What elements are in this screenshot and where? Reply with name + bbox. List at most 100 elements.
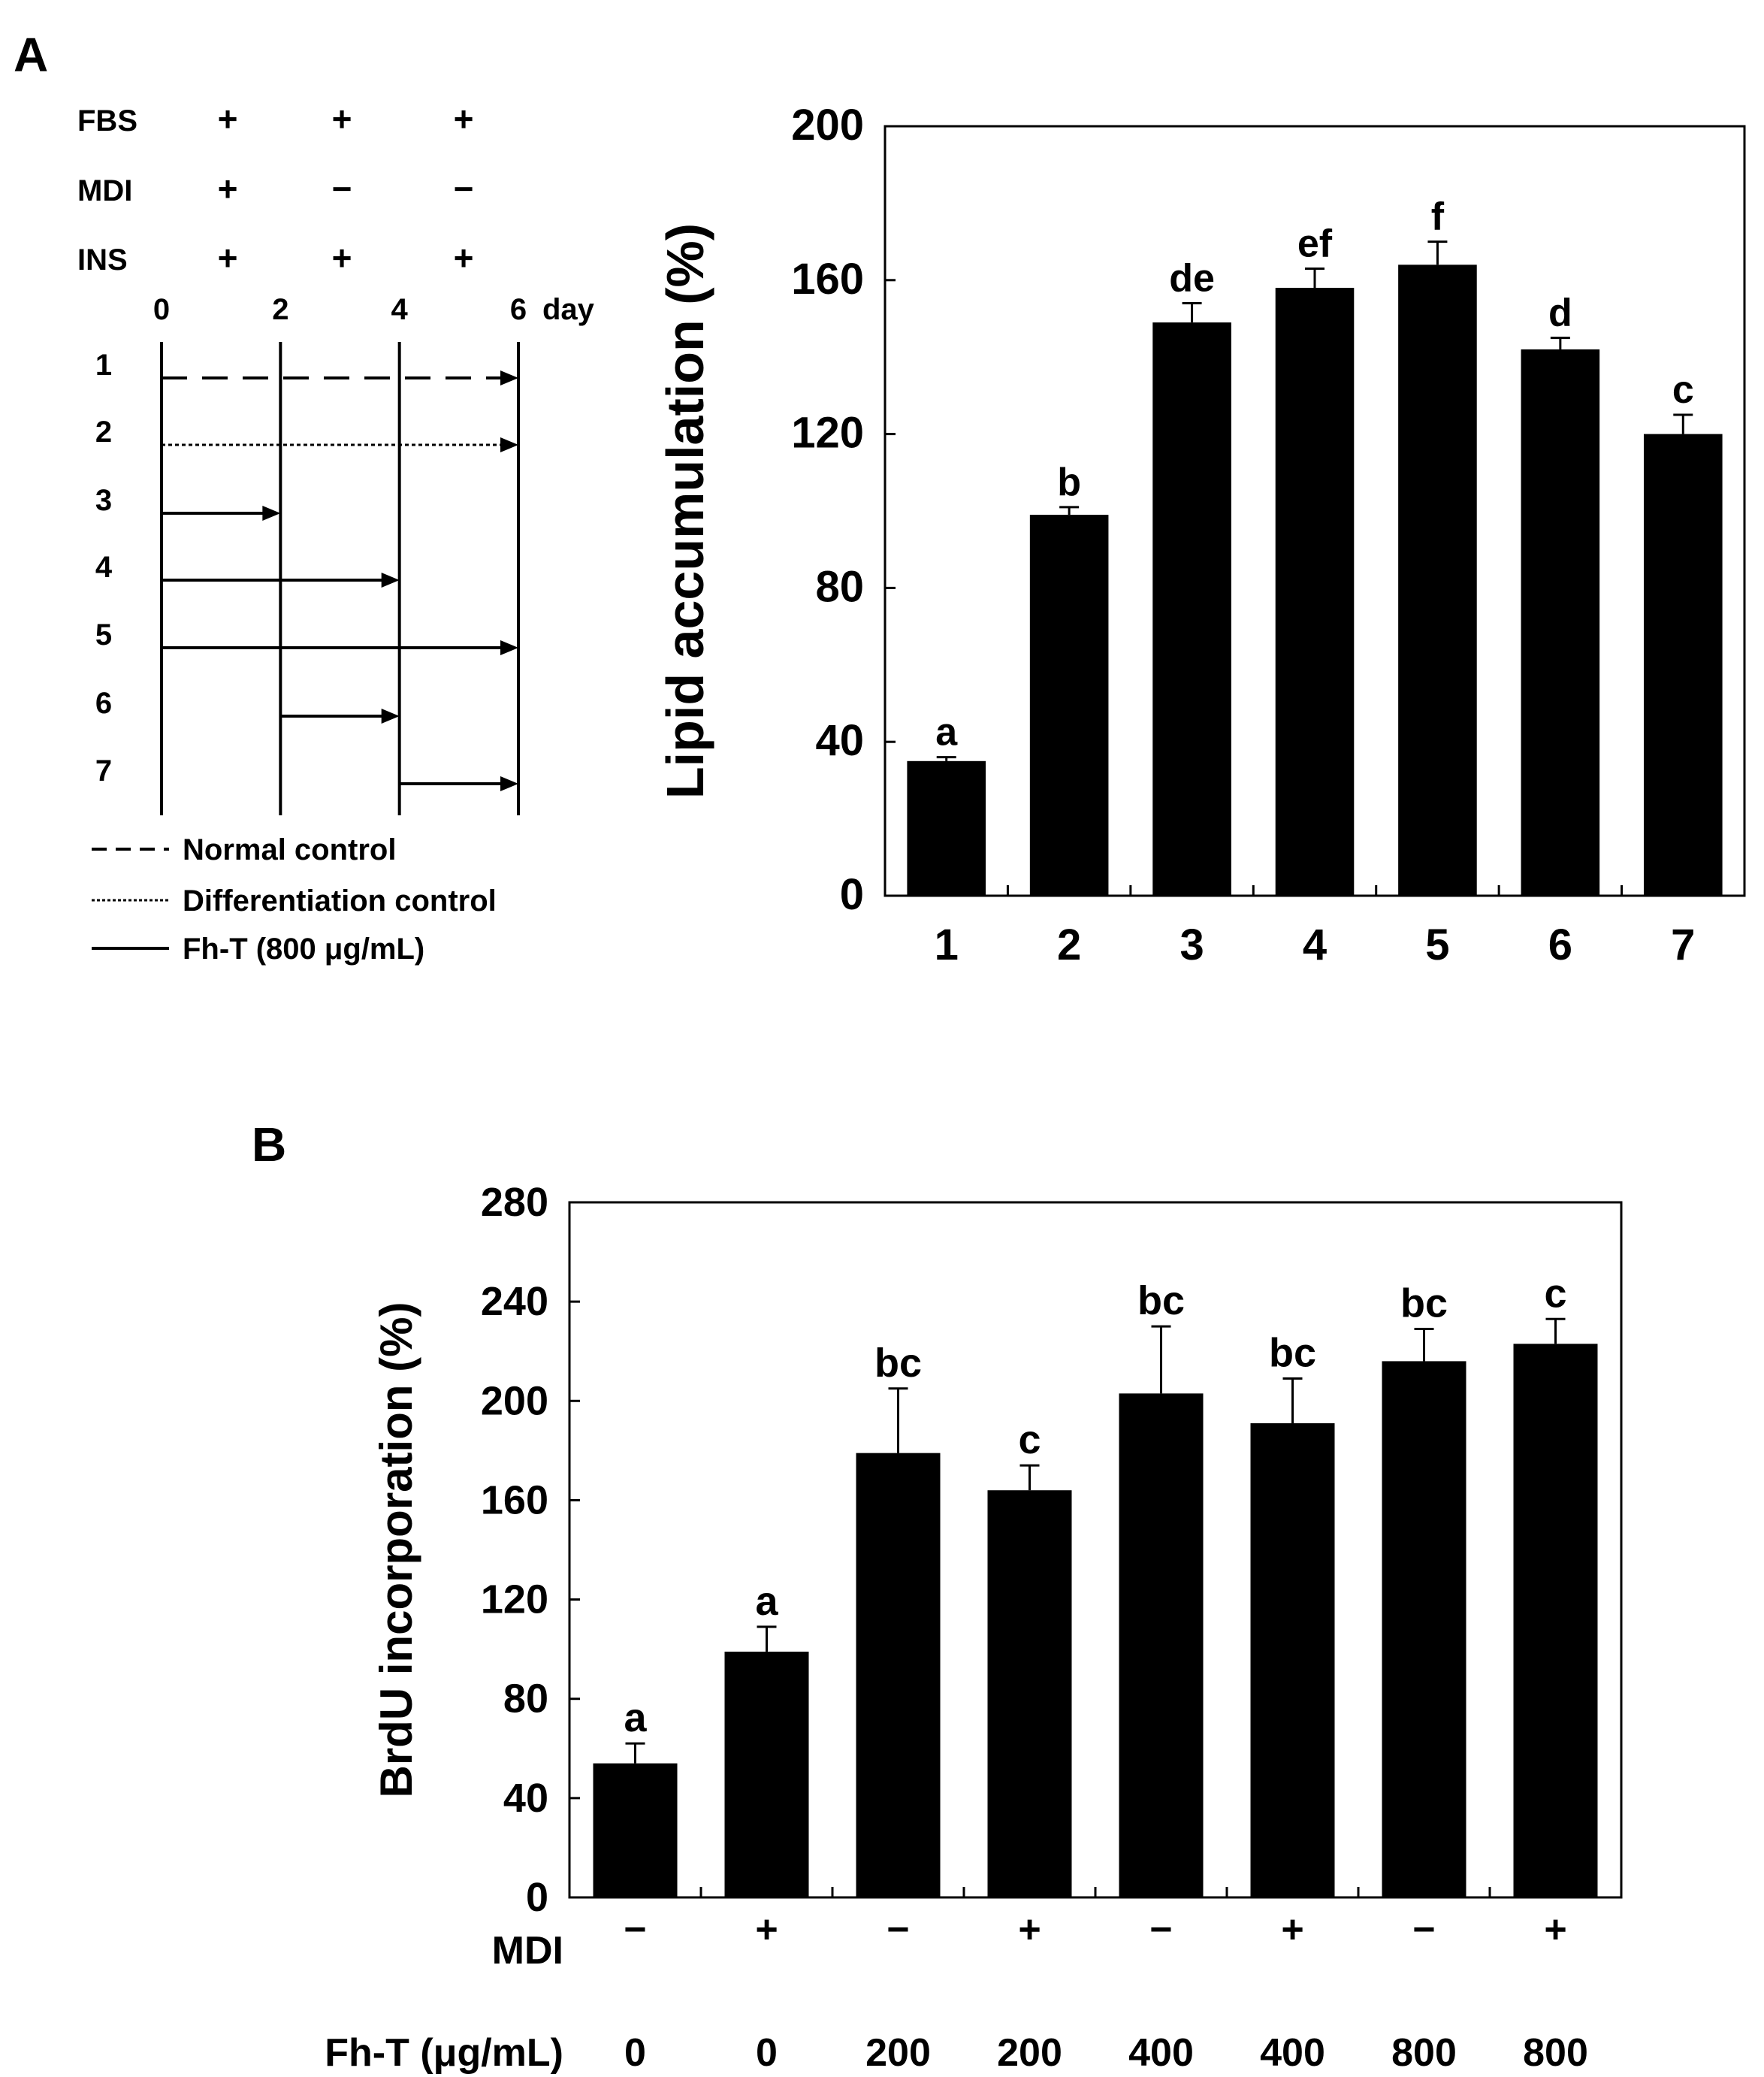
treatment-row-label: 7 xyxy=(95,754,112,788)
x-row-value: − xyxy=(624,1908,646,1952)
significance-label: ef xyxy=(1297,222,1333,265)
bar xyxy=(724,1651,809,1897)
treatment-arrowhead xyxy=(381,709,400,724)
bar xyxy=(1152,322,1231,896)
condition-sign: + xyxy=(218,238,238,277)
x-row-value: − xyxy=(887,1908,909,1952)
treatment-row-label: 3 xyxy=(95,484,112,517)
significance-label: c xyxy=(1018,1417,1041,1462)
condition-sign: + xyxy=(454,99,474,138)
condition-sign: + xyxy=(332,238,352,277)
significance-label: bc xyxy=(1400,1280,1448,1326)
treatment-row-label: 2 xyxy=(95,416,112,449)
x-row-value: + xyxy=(755,1908,778,1952)
condition-sign: + xyxy=(218,99,238,138)
y-tick-label: 160 xyxy=(481,1477,548,1522)
condition-sign: − xyxy=(332,169,352,208)
significance-label: bc xyxy=(1269,1331,1316,1376)
bar xyxy=(1521,349,1600,896)
x-tick-label: 7 xyxy=(1671,921,1695,969)
x-row-value: 0 xyxy=(624,2031,646,2075)
x-row-label: MDI xyxy=(492,1929,563,1973)
bar xyxy=(1513,1344,1598,1897)
day-tick-label: 6 xyxy=(510,293,527,326)
condition-label-ins: INS xyxy=(77,243,128,277)
treatment-row-label: 6 xyxy=(95,687,112,720)
significance-label: bc xyxy=(874,1341,922,1386)
significance-label: f xyxy=(1431,195,1445,239)
condition-sign: + xyxy=(454,238,474,277)
significance-label: b xyxy=(1057,461,1081,504)
x-row-value: − xyxy=(1412,1908,1435,1952)
bar xyxy=(1382,1361,1466,1897)
timeline-legend: Normal control Differentiation control Fh-… xyxy=(92,833,497,966)
x-tick-label: 3 xyxy=(1180,921,1204,969)
x-row-value: 0 xyxy=(756,2031,778,2075)
condition-label-mdi: MDI xyxy=(77,174,132,207)
legend-label: Normal control xyxy=(183,833,396,866)
treatment-arrowhead xyxy=(500,776,518,791)
treatment-row-label: 5 xyxy=(95,618,112,652)
x-row-value: 400 xyxy=(1128,2031,1194,2075)
y-axis-label: BrdU incorporation (%) xyxy=(371,1302,421,1798)
x-row-value: + xyxy=(1544,1908,1566,1952)
y-tick-label: 0 xyxy=(526,1875,548,1920)
y-tick-label: 40 xyxy=(503,1776,548,1821)
legend-label: Fh-T (800 μg/mL) xyxy=(183,933,424,966)
bar xyxy=(856,1453,941,1897)
timeline-rows: 1 2 3 4 5 6 7 xyxy=(95,349,518,791)
bar xyxy=(1119,1393,1204,1897)
significance-label: c xyxy=(1544,1271,1566,1316)
day-tick-label: 2 xyxy=(272,293,288,326)
treatment-arrowhead xyxy=(500,370,518,385)
y-tick-label: 80 xyxy=(503,1676,548,1722)
significance-label: c xyxy=(1672,368,1694,412)
significance-label: bc xyxy=(1137,1278,1185,1323)
treatment-arrowhead xyxy=(500,640,518,655)
y-tick-label: 0 xyxy=(840,870,864,919)
significance-label: a xyxy=(935,711,958,754)
condition-label-fbs: FBS xyxy=(77,104,137,138)
panel-a-letter: A xyxy=(14,28,48,82)
legend-label: Differentiation control xyxy=(183,884,497,918)
x-row-value: + xyxy=(1018,1908,1041,1952)
condition-table: FBS + + + MDI + − − INS + + + xyxy=(77,99,473,277)
panel-b-letter: B xyxy=(252,1117,286,1172)
treatment-arrowhead xyxy=(500,437,518,452)
x-tick-label: 4 xyxy=(1303,921,1327,969)
bar xyxy=(1275,288,1355,896)
treatment-arrowhead xyxy=(262,506,281,521)
y-tick-label: 200 xyxy=(481,1378,548,1423)
x-row-label: Fh-T (μg/mL) xyxy=(325,2031,563,2075)
bar xyxy=(1029,515,1109,896)
x-row-value: 800 xyxy=(1391,2031,1457,2075)
condition-sign: + xyxy=(332,99,352,138)
x-tick-label: 5 xyxy=(1425,921,1449,969)
x-row-value: 800 xyxy=(1523,2031,1588,2075)
bar xyxy=(1398,265,1477,896)
significance-label: a xyxy=(624,1695,647,1740)
y-tick-label: 240 xyxy=(481,1279,548,1324)
day-tick-label: 0 xyxy=(153,293,170,326)
x-row-value: 400 xyxy=(1260,2031,1325,2075)
bar xyxy=(593,1763,678,1897)
y-tick-label: 280 xyxy=(481,1180,548,1225)
significance-label: a xyxy=(755,1579,778,1624)
x-row-value: 200 xyxy=(865,2031,931,2075)
significance-label: d xyxy=(1548,292,1572,335)
y-axis-label: Lipid accumulation (%) xyxy=(656,223,714,799)
timeline-day-axis: 0 2 4 6 day xyxy=(153,293,595,815)
y-tick-label: 160 xyxy=(791,255,864,304)
y-tick-label: 40 xyxy=(815,716,864,765)
bar xyxy=(907,760,986,896)
day-tick-label: 4 xyxy=(391,293,409,326)
treatment-row-label: 1 xyxy=(95,349,112,382)
y-tick-label: 120 xyxy=(481,1577,548,1622)
x-row-value: − xyxy=(1149,1908,1172,1952)
y-tick-label: 120 xyxy=(791,409,864,458)
x-tick-label: 2 xyxy=(1057,921,1081,969)
bar xyxy=(987,1490,1072,1897)
x-row-value: 200 xyxy=(997,2031,1062,2075)
bar xyxy=(1643,434,1723,896)
